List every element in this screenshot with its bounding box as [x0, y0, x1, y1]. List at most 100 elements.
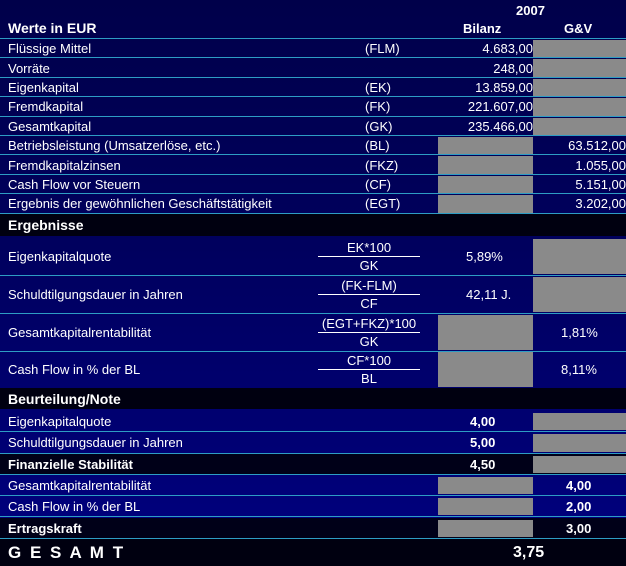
bilanz-value [438, 175, 533, 194]
formula-denominator: CF [360, 296, 378, 311]
bilanz-grade: 5,00 [470, 435, 496, 451]
grade-row: Gesamtkapitalrentabilität 4,00 [0, 475, 626, 497]
result-label: Gesamtkapitalrentabilität [8, 325, 152, 340]
grade-row: Eigenkapitalquote 4,00 [0, 411, 626, 433]
empty-guv-cell [533, 413, 626, 431]
header-divider [0, 38, 626, 39]
bilanz-value [438, 136, 533, 155]
row-abbreviation: (BL) [365, 138, 390, 154]
row-divider [0, 495, 626, 497]
row-divider [0, 96, 626, 98]
bilanz-value [438, 155, 533, 174]
row-divider [0, 154, 626, 156]
grade-row: Schuldtilgungsdauer in Jahren 5,00 [0, 432, 626, 454]
gesamt-value: 3,75 [513, 543, 545, 561]
fraction-bar [318, 332, 420, 333]
ergebnisse-title: Ergebnisse [8, 217, 84, 233]
row-divider [0, 115, 626, 117]
result-row: Gesamtkapitalrentabilität (EGT+FKZ)*100 GK… [0, 314, 626, 352]
guv-value: 5.151,00 [575, 176, 626, 192]
summary-row: Ertragskraft 3,00 [0, 517, 626, 539]
guv-value: 3.202,00 [575, 196, 626, 212]
row-divider [0, 537, 626, 539]
row-abbreviation: (FLM) [365, 41, 400, 57]
bilanz-value [438, 194, 533, 213]
formula-numerator: (FK-FLM) [341, 278, 397, 293]
row-divider [0, 193, 626, 195]
row-divider [0, 134, 626, 136]
row-divider [0, 76, 626, 78]
empty-guv-cell [533, 40, 626, 58]
row-divider [0, 351, 626, 352]
beurteilung-title: Beurteilung/Note [8, 390, 121, 407]
row-divider [0, 473, 626, 475]
guv-result: 8,11% [561, 362, 597, 377]
table-row: Eigenkapital (EK) 13.859,00 [0, 78, 626, 98]
empty-guv-cell [533, 277, 626, 312]
empty-bilanz-cell [438, 175, 533, 194]
guv-result: 1,81% [561, 325, 598, 340]
ergebnisse-section-bar [0, 214, 626, 236]
row-divider [0, 57, 626, 59]
guv-value: 1.055,00 [575, 157, 626, 173]
empty-guv-cell [533, 98, 626, 116]
grade-label: Ertragskraft [8, 520, 82, 536]
gesamt-label: G E S A M T [8, 542, 126, 562]
row-label: Fremdkapital [8, 99, 84, 115]
table-row: Vorräte 248,00 [0, 58, 626, 78]
table-title: Werte in EUR [8, 20, 97, 36]
table-row: Cash Flow vor Steuern (CF) 5.151,00 [0, 175, 626, 195]
row-label: Ergebnis der gewöhnlichen Geschäftstätig… [8, 196, 272, 212]
bilanz-value: 248,00 [493, 60, 533, 76]
row-abbreviation: (CF) [365, 176, 391, 192]
grade-label: Finanzielle Stabilität [8, 456, 133, 472]
row-divider [0, 173, 626, 175]
empty-bilanz-cell [438, 137, 533, 155]
row-abbreviation: (EK) [365, 79, 391, 95]
bilanz-result: 42,11 J. [466, 287, 512, 302]
bilanz-grade: 4,50 [470, 456, 496, 472]
grade-row: Cash Flow in % der BL 2,00 [0, 496, 626, 518]
table-row: Gesamtkapital (GK) 235.466,00 [0, 117, 626, 136]
year-header: 2007 [516, 2, 545, 18]
row-abbreviation: (FKZ) [365, 157, 399, 173]
grade-label: Schuldtilgungsdauer in Jahren [8, 435, 183, 451]
empty-guv-cell [533, 239, 626, 274]
gesamt-section-bar [0, 539, 626, 566]
column-header-bilanz: Bilanz [463, 20, 502, 36]
guv-value [533, 97, 626, 116]
row-label: Cash Flow vor Steuern [8, 176, 141, 192]
empty-bilanz-cell [438, 156, 533, 174]
row-label: Eigenkapital [8, 79, 79, 95]
table-row: Betriebsleistung (Umsatzerlöse, etc.) (BL… [0, 136, 626, 156]
column-header-guv: G&V [564, 20, 593, 36]
summary-row: Finanzielle Stabilität 4,50 [0, 453, 626, 475]
fraction-bar [318, 294, 420, 295]
guv-grade: 4,00 [566, 478, 592, 494]
guv-value [533, 78, 626, 97]
row-abbreviation: (FK) [365, 99, 391, 115]
empty-guv-cell [533, 434, 626, 452]
row-divider [0, 452, 626, 454]
grade-label: Cash Flow in % der BL [8, 499, 141, 515]
formula-denominator: BL [361, 371, 377, 386]
table-row: Fremdkapitalzinsen (FKZ) 1.055,00 [0, 155, 626, 175]
empty-guv-cell [533, 59, 626, 77]
row-label: Fremdkapitalzinsen [8, 157, 121, 173]
row-divider [0, 516, 626, 518]
empty-bilanz-cell [438, 476, 533, 495]
row-label: Flüssige Mittel [8, 41, 92, 57]
result-label: Eigenkapitalquote [8, 249, 112, 264]
guv-grade: 2,00 [566, 499, 592, 515]
empty-bilanz-cell [438, 315, 533, 350]
empty-bilanz-cell [438, 195, 533, 213]
formula-denominator: GK [359, 258, 379, 273]
empty-bilanz-cell [438, 498, 533, 516]
guv-value [533, 117, 626, 136]
fraction-bar [318, 256, 420, 257]
bilanz-value: 13.859,00 [475, 79, 533, 95]
row-divider [0, 212, 626, 214]
row-abbreviation: (GK) [365, 118, 393, 134]
guv-value: 63.512,00 [568, 138, 626, 154]
empty-bilanz-cell [438, 519, 533, 537]
